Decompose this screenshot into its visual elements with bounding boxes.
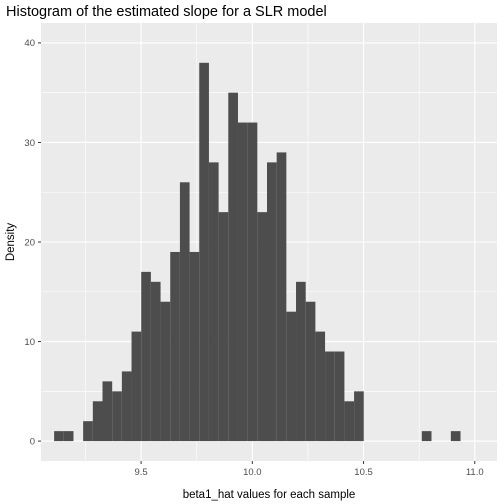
x-tick-label: 11.0	[466, 467, 484, 478]
x-axis-title: beta1_hat values for each sample	[183, 489, 356, 501]
histogram-bar	[208, 162, 219, 442]
histogram-bars	[54, 62, 461, 442]
y-axis-title: Density	[5, 223, 17, 262]
x-tick-label: 10.0	[243, 467, 262, 478]
histogram-bar	[237, 122, 248, 442]
histogram-bar	[344, 401, 355, 442]
histogram-bar	[315, 331, 326, 442]
histogram-bar	[141, 271, 151, 442]
histogram-bar	[305, 301, 316, 442]
histogram-bar	[325, 351, 335, 442]
histogram-bar	[257, 212, 267, 442]
histogram-bar	[354, 391, 364, 442]
histogram-bar	[247, 122, 258, 442]
histogram-bar	[179, 182, 190, 442]
histogram-bar	[199, 62, 209, 442]
x-axis: 9.5 10.0 10.5 11.0	[134, 461, 484, 478]
histogram-bar	[170, 251, 180, 442]
histogram-bar	[189, 251, 200, 442]
y-tick-label: 10	[24, 337, 35, 348]
chart-title: Histogram of the estimated slope for a S…	[6, 4, 327, 20]
x-tick-label: 9.5	[134, 467, 147, 478]
histogram-bar	[276, 152, 287, 442]
histogram-bar	[54, 431, 64, 442]
histogram-bar	[218, 212, 229, 442]
histogram-bar	[296, 281, 306, 442]
histogram-bar	[334, 351, 345, 442]
histogram-bar	[131, 331, 142, 442]
histogram-bar	[150, 281, 161, 442]
y-tick-label: 0	[30, 436, 35, 447]
histogram-bar	[421, 431, 432, 442]
histogram-bar	[83, 421, 93, 442]
x-tick-label: 10.5	[354, 467, 373, 478]
histogram-bar	[112, 391, 122, 442]
histogram-bar	[266, 162, 277, 442]
histogram-bar	[92, 401, 103, 442]
histogram-bar	[228, 92, 238, 442]
histogram-bar	[121, 371, 132, 442]
histogram-bar	[450, 431, 461, 442]
y-axis: 0 10 20 30 40	[24, 38, 41, 447]
histogram-bar	[160, 301, 171, 442]
y-tick-label: 40	[24, 38, 35, 49]
y-tick-label: 20	[24, 237, 35, 248]
histogram-bar	[286, 311, 297, 442]
histogram-bar	[63, 431, 74, 442]
y-tick-label: 30	[24, 138, 35, 149]
histogram-bar	[102, 381, 113, 442]
